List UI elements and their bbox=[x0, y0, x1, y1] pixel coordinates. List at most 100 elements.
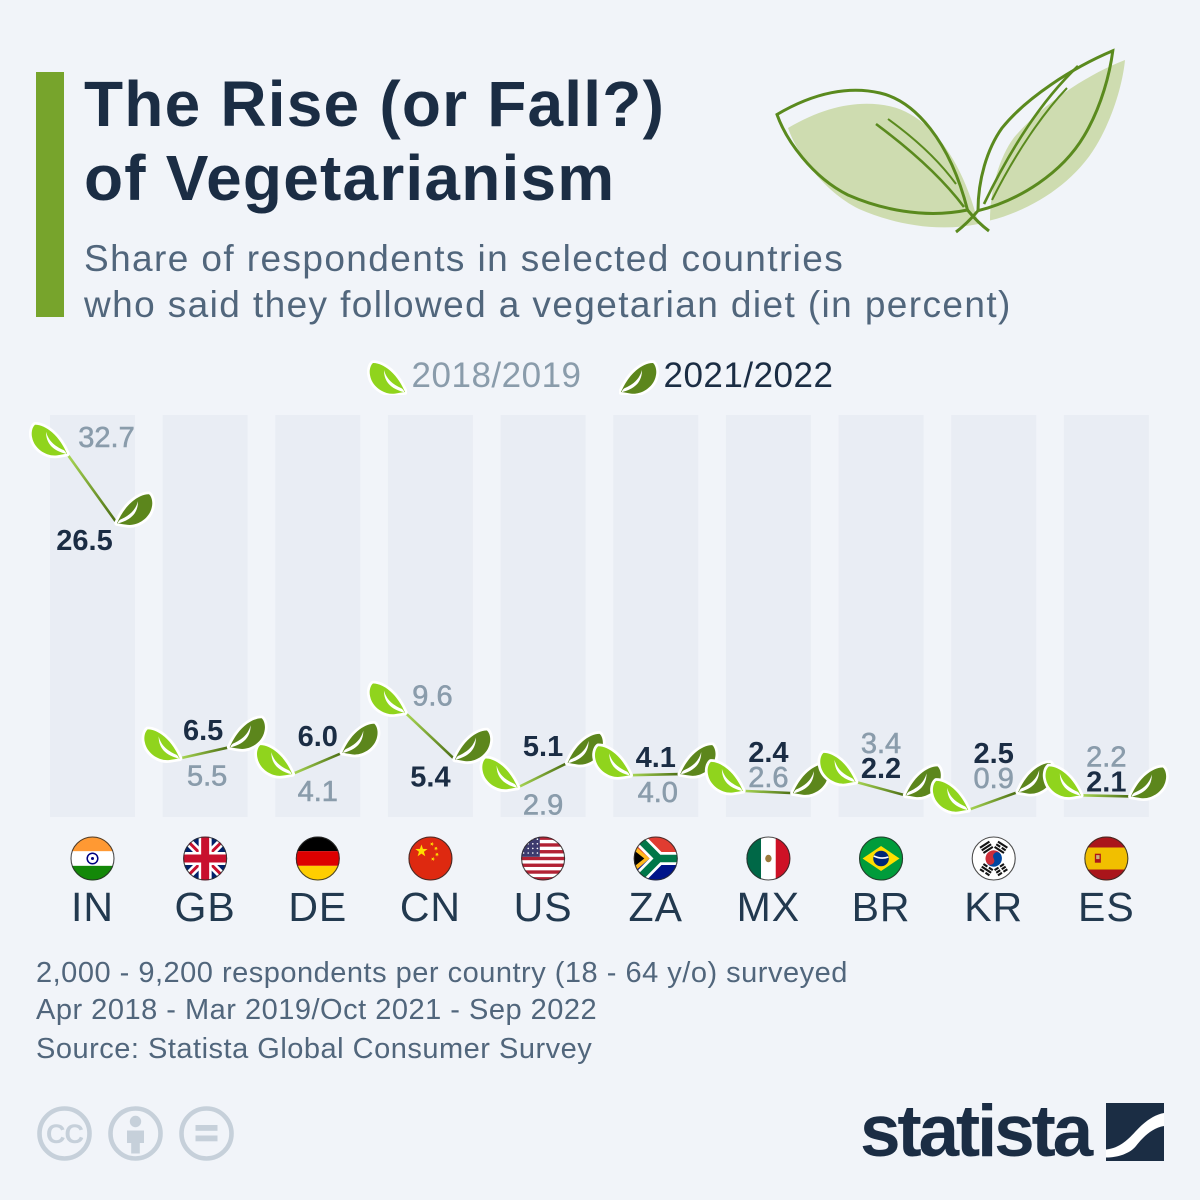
value-2018-IN: 32.7 bbox=[78, 422, 134, 454]
country-code-DE: DE bbox=[288, 884, 347, 930]
flag-ES bbox=[1084, 836, 1129, 881]
chart-connector-lines bbox=[65, 453, 1131, 812]
flag-KR bbox=[971, 836, 1016, 881]
country-code-MX: MX bbox=[737, 884, 801, 930]
legend-item-2018-2019: 2018/2019 bbox=[367, 356, 582, 396]
column-band-KR bbox=[951, 415, 1037, 817]
value-2018-GB: 5.5 bbox=[187, 760, 227, 792]
trend-line-CN bbox=[404, 711, 456, 761]
value-2021-KR: 2.5 bbox=[974, 738, 1014, 770]
survey-note-line-1: 2,000 - 9,200 respondents per country (1… bbox=[36, 957, 848, 989]
flag-border-IN bbox=[70, 836, 115, 881]
value-2021-ES: 2.1 bbox=[1086, 766, 1126, 798]
value-2018-US: 2.9 bbox=[523, 790, 563, 822]
flag-border-KR bbox=[971, 836, 1016, 881]
value-2021-GB: 6.5 bbox=[183, 715, 223, 747]
no-derivatives-equals-icon bbox=[179, 1106, 234, 1161]
column-band-ZA bbox=[613, 415, 699, 817]
column-band-IN bbox=[50, 415, 135, 817]
flag-border-US bbox=[521, 836, 566, 881]
value-2021-US: 5.1 bbox=[523, 731, 563, 763]
chart-value-labels: 32.726.55.56.54.16.09.65.42.95.14.04.12.… bbox=[56, 421, 1127, 822]
attribution-person-icon bbox=[108, 1106, 163, 1161]
trend-line-BR bbox=[855, 780, 906, 797]
trend-line-MX bbox=[742, 789, 793, 795]
page-title: The Rise (or Fall?) of Vegetarianism bbox=[84, 67, 665, 215]
title-line-1: The Rise (or Fall?) bbox=[84, 68, 666, 140]
source-note: Source: Statista Global Consumer Survey bbox=[36, 1033, 593, 1065]
column-band-MX bbox=[725, 415, 811, 817]
value-2021-BR: 2.2 bbox=[861, 753, 901, 785]
flag-US bbox=[521, 836, 566, 881]
trend-line-KR bbox=[967, 790, 1019, 812]
chart-country-flags bbox=[70, 836, 1129, 881]
title-accent-bar bbox=[36, 72, 64, 317]
license-icons: CC bbox=[36, 1105, 235, 1162]
value-2018-BR: 3.4 bbox=[861, 728, 901, 760]
country-code-ES: ES bbox=[1078, 884, 1135, 930]
trend-line-IN bbox=[65, 453, 119, 524]
column-band-DE bbox=[275, 415, 361, 817]
flag-GB bbox=[183, 836, 228, 881]
flag-IN bbox=[70, 836, 115, 881]
trend-line-ZA bbox=[630, 772, 681, 777]
chart-column-bands bbox=[50, 415, 1149, 817]
legend-label-2018: 2018/2019 bbox=[411, 356, 582, 395]
title-line-2: of Vegetarianism bbox=[84, 142, 616, 214]
country-code-BR: BR bbox=[852, 884, 911, 930]
column-band-ES bbox=[1063, 415, 1149, 817]
flag-ZA bbox=[633, 836, 678, 881]
trend-line-GB bbox=[179, 745, 230, 760]
value-2018-DE: 4.1 bbox=[298, 776, 338, 808]
flag-MX bbox=[746, 836, 791, 881]
survey-note-line-2: Apr 2018 - Mar 2019/Oct 2021 - Sep 2022 bbox=[36, 994, 598, 1026]
chart-legend: 2018/2019 2021/2022 bbox=[0, 356, 1200, 396]
flag-border-CN bbox=[408, 836, 453, 881]
flag-border-DE bbox=[295, 836, 340, 881]
flag-border-GB bbox=[183, 836, 228, 881]
value-2021-DE: 6.0 bbox=[298, 721, 338, 753]
subtitle-line-2: who said they followed a vegetarian diet… bbox=[84, 284, 1012, 325]
value-2021-IN: 26.5 bbox=[56, 525, 112, 557]
svg-text:CC: CC bbox=[46, 1119, 83, 1149]
country-code-GB: GB bbox=[175, 884, 236, 930]
statista-branding: statista bbox=[860, 1091, 1164, 1172]
flag-border-MX bbox=[746, 836, 791, 881]
legend-label-2021: 2021/2022 bbox=[663, 356, 834, 395]
value-2021-MX: 2.4 bbox=[748, 737, 788, 769]
flag-border-BR bbox=[858, 836, 904, 881]
value-2018-KR: 0.9 bbox=[974, 763, 1014, 795]
flag-CN bbox=[408, 836, 453, 881]
value-2021-ZA: 4.1 bbox=[636, 742, 676, 774]
country-code-CN: CN bbox=[400, 884, 461, 930]
value-2018-ZA: 4.0 bbox=[638, 777, 678, 809]
deco-right-leaf bbox=[955, 48, 1125, 234]
trend-line-DE bbox=[291, 751, 343, 776]
statista-logo-text: statista bbox=[860, 1091, 1093, 1172]
chart-country-codes: IN GB DE CN US ZA MX BR KR ES bbox=[71, 884, 1135, 930]
country-code-KR: KR bbox=[964, 884, 1023, 930]
flag-DE bbox=[295, 836, 340, 881]
trend-line-ES bbox=[1080, 794, 1131, 798]
flag-border-ES bbox=[1084, 836, 1129, 881]
decorative-leaves-illustration bbox=[775, 48, 1125, 234]
subtitle-line-1: Share of respondents in selected countri… bbox=[84, 238, 845, 279]
value-2018-ES: 2.2 bbox=[1086, 741, 1126, 773]
value-2018-MX: 2.6 bbox=[748, 762, 788, 794]
value-2018-CN: 9.6 bbox=[412, 680, 452, 712]
survey-note: 2,000 - 9,200 respondents per country (1… bbox=[36, 955, 848, 1029]
page-subtitle: Share of respondents in selected countri… bbox=[84, 236, 1012, 328]
flag-border-ZA bbox=[633, 836, 678, 881]
value-2021-CN: 5.4 bbox=[410, 762, 450, 794]
cc-icon: CC bbox=[37, 1106, 92, 1161]
statista-logo-mark bbox=[1106, 1103, 1164, 1161]
country-code-US: US bbox=[514, 884, 573, 930]
country-code-ZA: ZA bbox=[629, 884, 683, 930]
trend-line-US bbox=[517, 761, 569, 789]
column-band-BR bbox=[838, 415, 924, 817]
legend-item-2021-2022: 2021/2022 bbox=[619, 356, 834, 396]
country-code-IN: IN bbox=[71, 884, 114, 930]
flag-BR bbox=[858, 836, 904, 881]
